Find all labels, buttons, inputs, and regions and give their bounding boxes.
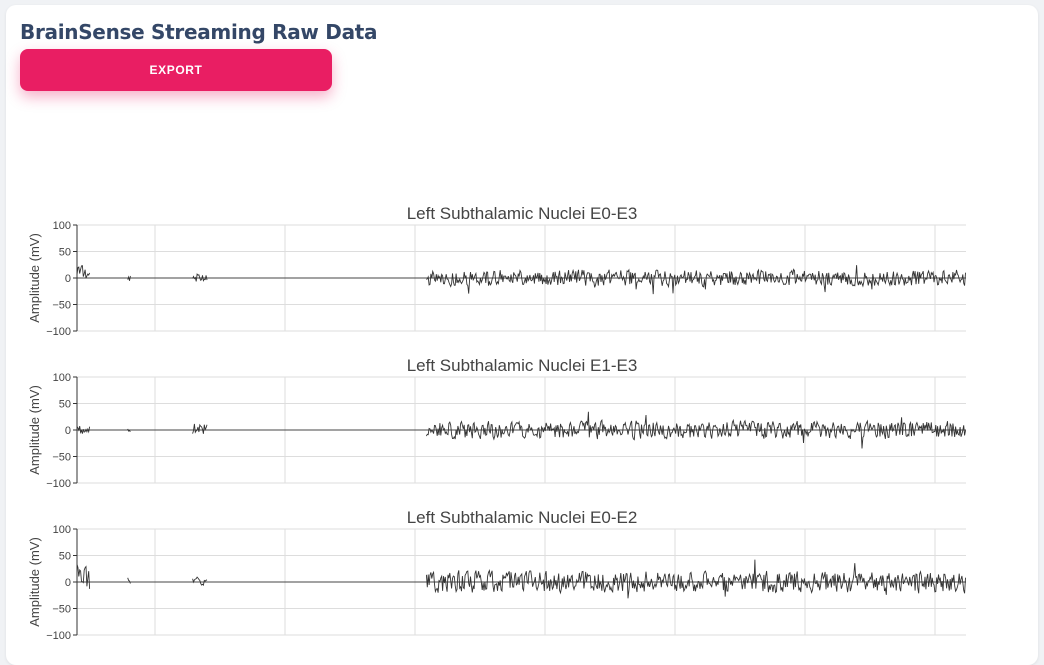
signal-trace (127, 577, 131, 584)
y-axis (73, 224, 78, 332)
plot-title: Left Subthalamic Nuclei E1-E3 (407, 356, 638, 375)
signal-trace (192, 576, 208, 586)
y-tick-label: −50 (52, 452, 71, 464)
plot-svg: Left Subthalamic Nuclei E1-E3 Amplitude … (27, 356, 966, 490)
signal-trace (192, 423, 208, 434)
signal-trace (425, 411, 966, 449)
y-tick-label: 50 (59, 247, 71, 259)
signal-trace (426, 265, 966, 295)
signal-trace (127, 428, 131, 432)
y-tick-label: −50 (52, 604, 71, 616)
y-tick-label: −100 (46, 630, 71, 642)
signal-trace (76, 265, 91, 279)
plot-svg: Left Subthalamic Nuclei E0-E3 Amplitude … (27, 204, 966, 338)
plot-svg: Left Subthalamic Nuclei E0-E2 Amplitude … (27, 508, 966, 642)
y-tick-label: 100 (53, 372, 71, 384)
y-axis-label: Amplitude (mV) (27, 385, 42, 475)
y-axis (73, 376, 78, 484)
y-tick-label: 0 (65, 577, 71, 589)
signal-trace (425, 559, 966, 599)
plot-left-stn-e0-e2[interactable]: Left Subthalamic Nuclei E0-E2 Amplitude … (0, 504, 1044, 656)
y-axis-label: Amplitude (mV) (27, 233, 42, 323)
y-axis-label: Amplitude (mV) (27, 537, 42, 627)
plot-left-stn-e1-e3[interactable]: Left Subthalamic Nuclei E1-E3 Amplitude … (0, 352, 1044, 504)
y-tick-label: 100 (53, 220, 71, 232)
signal-trace (76, 564, 91, 589)
y-tick-label: −100 (46, 478, 71, 490)
y-tick-label: −50 (52, 300, 71, 312)
plot-left-stn-e0-e3[interactable]: Left Subthalamic Nuclei E0-E3 Amplitude … (0, 200, 1044, 352)
export-button[interactable]: EXPORT (20, 49, 332, 91)
trace-group (76, 265, 966, 295)
page-title: BrainSense Streaming Raw Data (20, 20, 378, 44)
signal-trace (192, 273, 208, 282)
y-tick-label: 100 (53, 524, 71, 536)
y-tick-label: 0 (65, 425, 71, 437)
trace-group (76, 559, 966, 599)
y-tick-label: 50 (59, 551, 71, 563)
y-axis (73, 528, 78, 636)
plot-title: Left Subthalamic Nuclei E0-E3 (407, 204, 638, 223)
y-tick-label: −100 (46, 326, 71, 338)
y-tick-label: 0 (65, 273, 71, 285)
plot-title: Left Subthalamic Nuclei E0-E2 (407, 508, 638, 527)
y-tick-label: 50 (59, 399, 71, 411)
signal-trace (76, 426, 91, 434)
trace-group (76, 411, 966, 449)
signal-trace (127, 275, 131, 281)
